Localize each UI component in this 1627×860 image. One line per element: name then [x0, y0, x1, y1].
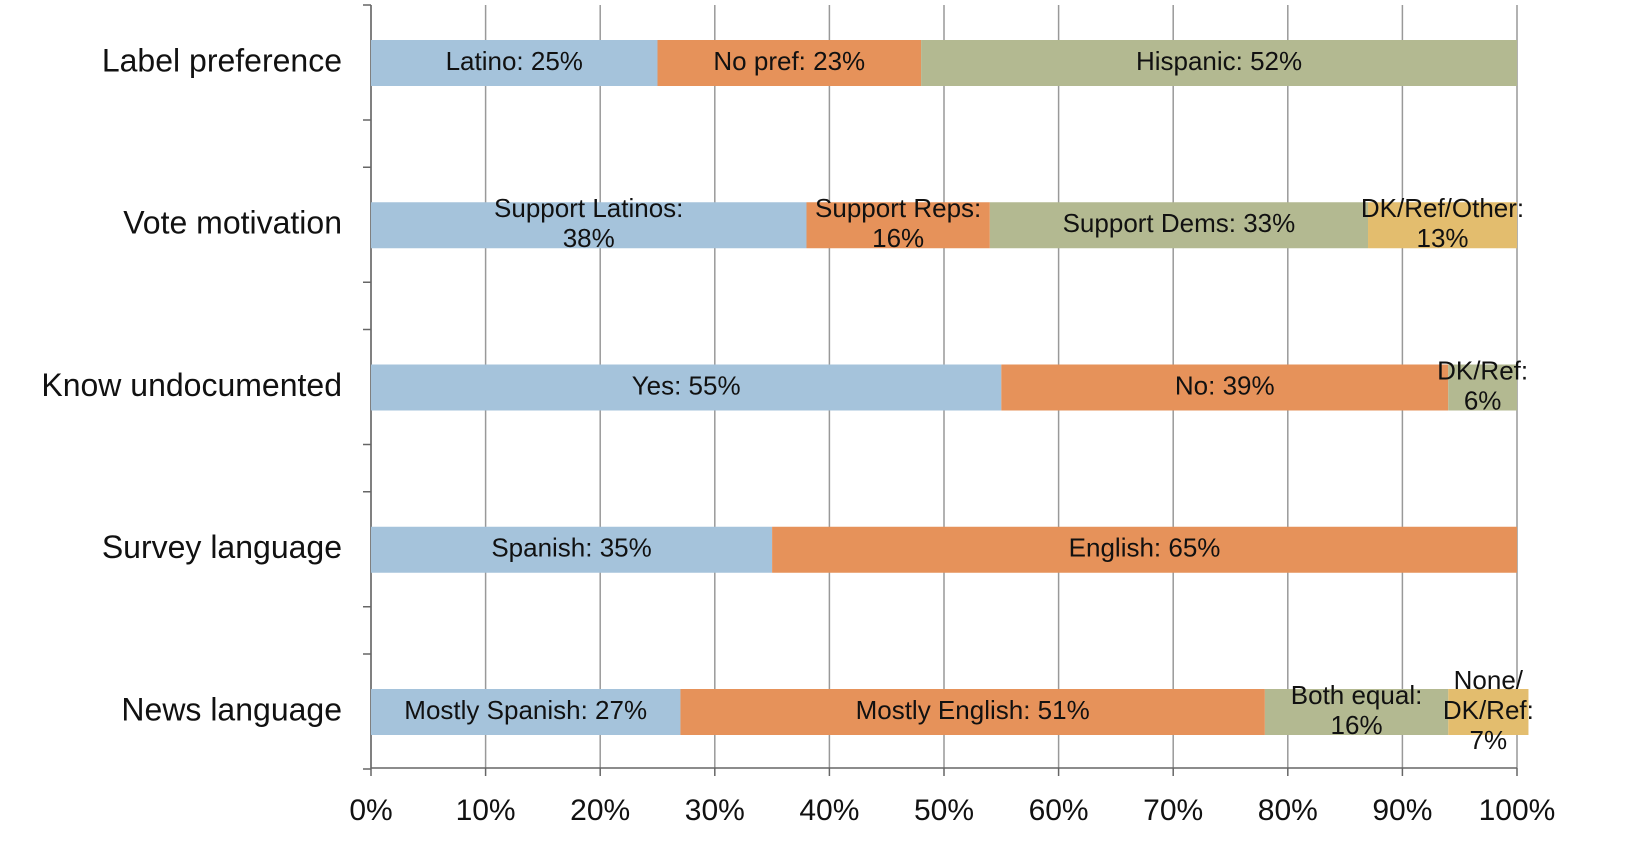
segment-label: Yes: 55%: [632, 370, 741, 400]
x-tick-label: 90%: [1372, 794, 1432, 827]
segment-label: English: 65%: [1069, 533, 1221, 563]
x-tick-label: 0%: [349, 794, 392, 827]
segment-label: Support Latinos:: [494, 193, 683, 223]
bar-segment: [772, 526, 1517, 573]
bar-segment: [1264, 689, 1449, 735]
x-tick-label: 70%: [1143, 794, 1203, 827]
bar-segment: [371, 689, 681, 735]
segment-label: None/: [1454, 665, 1524, 695]
segment-label: 38%: [563, 223, 615, 253]
bar-segment: [806, 202, 990, 249]
segment-label: Both equal:: [1291, 680, 1423, 710]
category-label: Survey language: [102, 529, 342, 565]
bar-segment: [1448, 364, 1517, 411]
segment-label: No pref: 23%: [713, 46, 865, 76]
segment-label: 7%: [1470, 725, 1508, 755]
bar-segment: [371, 526, 773, 573]
segment-label: DK/Ref/Other:: [1361, 193, 1524, 223]
category-label: News language: [121, 691, 342, 727]
bar-segment: [1448, 689, 1529, 735]
bar-segment: [371, 202, 807, 249]
segment-label: No: 39%: [1175, 370, 1275, 400]
segment-label: 6%: [1464, 385, 1502, 415]
bar-segment: [921, 40, 1517, 86]
category-label: Label preference: [102, 42, 342, 78]
bar-segment: [371, 364, 1002, 411]
segment-label: DK/Ref:: [1443, 695, 1534, 725]
x-tick-label: 80%: [1258, 794, 1318, 827]
x-tick-label: 100%: [1479, 794, 1556, 827]
segment-label: 13%: [1416, 223, 1468, 253]
segment-label: Latino: 25%: [446, 46, 583, 76]
x-tick-label: 30%: [685, 794, 745, 827]
bar-segment: [1368, 202, 1517, 249]
segment-label: Support Dems: 33%: [1063, 208, 1296, 238]
x-tick-label: 50%: [914, 794, 974, 827]
category-label: Know undocumented: [41, 367, 342, 403]
segment-label: Mostly Spanish: 27%: [404, 695, 647, 725]
segment-label: 16%: [872, 223, 924, 253]
bar-segment: [371, 40, 658, 86]
segment-label: Spanish: 35%: [491, 533, 651, 563]
segment-label: Hispanic: 52%: [1136, 46, 1302, 76]
bar-segment: [1001, 364, 1449, 411]
segment-label: 16%: [1331, 710, 1383, 740]
bar-segment: [989, 202, 1369, 249]
bar-segment: [680, 689, 1265, 735]
category-label: Vote motivation: [123, 205, 342, 241]
x-tick-label: 60%: [1029, 794, 1089, 827]
segment-label: DK/Ref:: [1437, 355, 1528, 385]
x-tick-label: 10%: [456, 794, 516, 827]
segment-label: Mostly English: 51%: [856, 695, 1090, 725]
x-tick-label: 40%: [799, 794, 859, 827]
segment-label: Support Reps:: [815, 193, 981, 223]
bar-segment: [657, 40, 922, 86]
x-tick-label: 20%: [570, 794, 630, 827]
